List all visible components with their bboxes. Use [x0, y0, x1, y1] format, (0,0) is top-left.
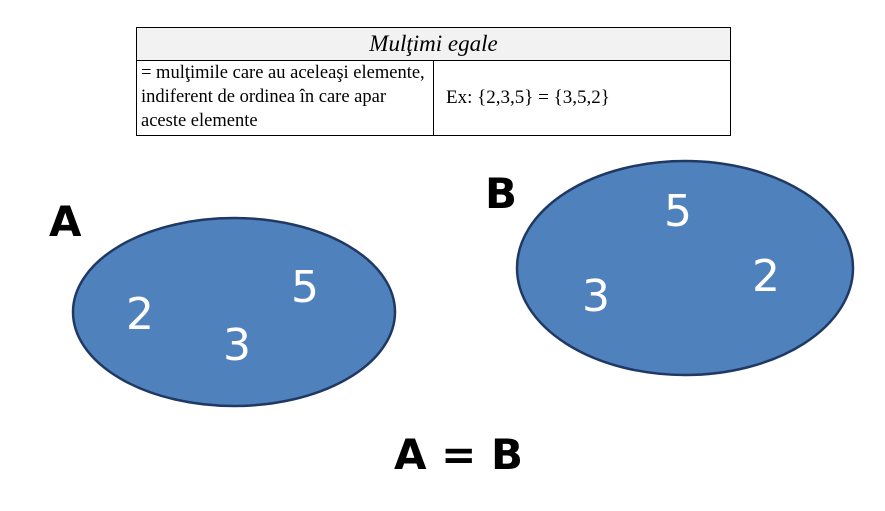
set-b-ellipse — [515, 159, 855, 377]
set-a-label: A — [49, 197, 82, 246]
definition-table: Mulţimi egale = mulţimile care au acelea… — [136, 27, 731, 136]
definition-title: Mulţimi egale — [136, 27, 731, 61]
set-b-element: 5 — [664, 186, 692, 237]
definition-description: = mulţimile care au aceleaşi elemente, i… — [136, 60, 434, 136]
set-a-element: 5 — [291, 262, 319, 313]
set-b-element: 2 — [752, 251, 780, 302]
set-a-ellipse — [71, 216, 397, 408]
set-b-label: B — [485, 169, 517, 218]
set-a-element: 3 — [223, 320, 251, 371]
set-a-element: 2 — [126, 289, 154, 340]
definition-example: Ex: {2,3,5} = {3,5,2} — [433, 60, 731, 136]
equation: A = B — [394, 430, 523, 479]
set-b-element: 3 — [582, 271, 610, 322]
